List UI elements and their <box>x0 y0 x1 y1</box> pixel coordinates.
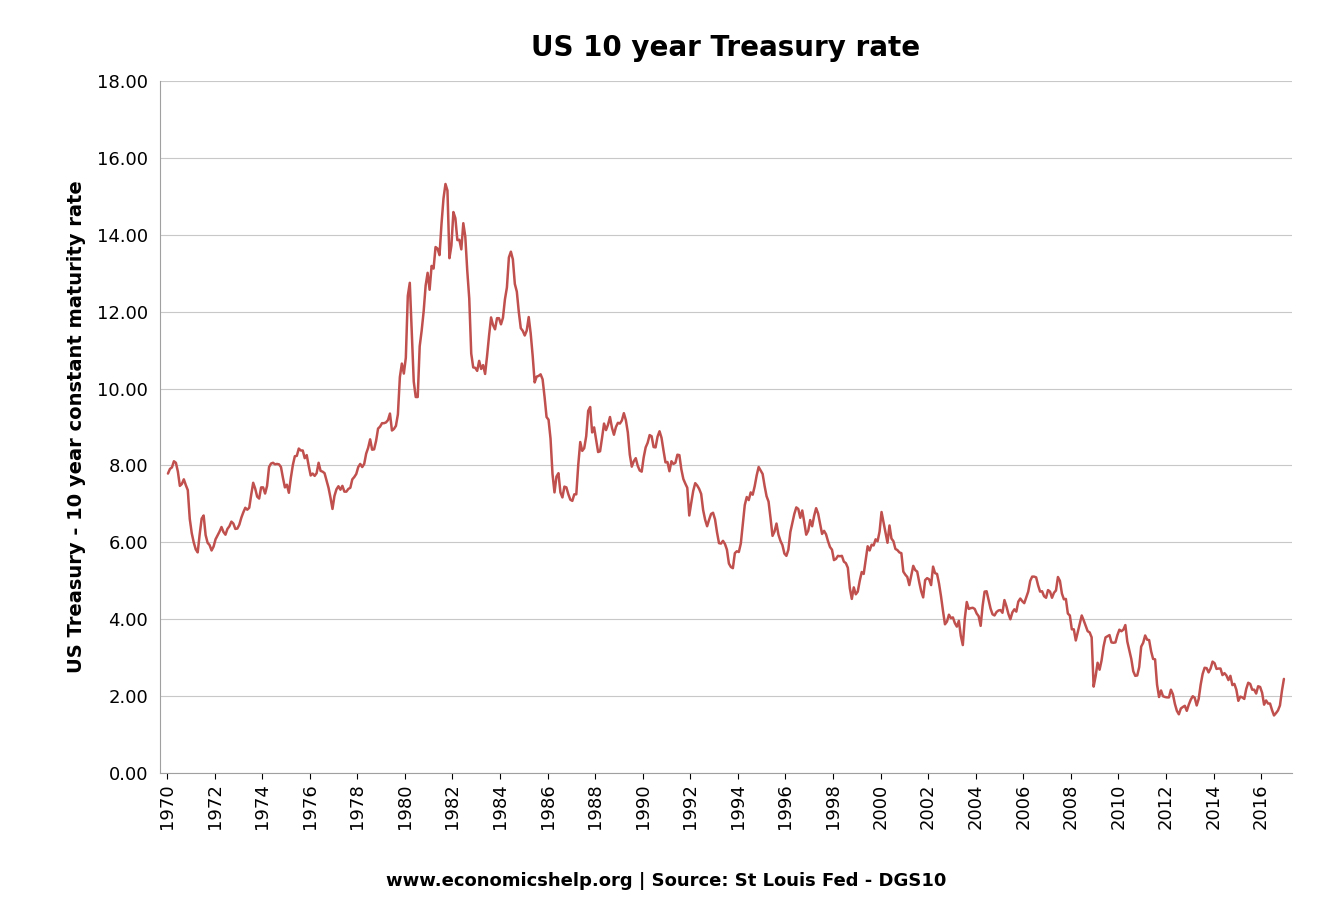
Title: US 10 year Treasury rate: US 10 year Treasury rate <box>531 34 920 62</box>
Text: www.economicshelp.org | Source: St Louis Fed - DGS10: www.economicshelp.org | Source: St Louis… <box>386 871 946 889</box>
Y-axis label: US Treasury - 10 year constant maturity rate: US Treasury - 10 year constant maturity … <box>67 181 85 673</box>
